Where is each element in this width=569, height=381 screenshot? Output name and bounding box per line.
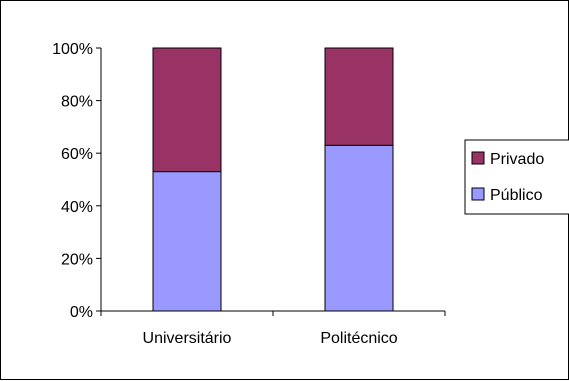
- y-tick-label: 20%: [61, 251, 93, 268]
- y-tick-label: 80%: [61, 94, 93, 111]
- y-tick-label: 0%: [70, 304, 93, 321]
- x-category-label: Universitário: [143, 330, 232, 347]
- legend: Privado Público: [464, 139, 569, 215]
- y-tick-label: 60%: [61, 146, 93, 163]
- y-tick-label: 100%: [52, 41, 93, 58]
- x-category-label: Politécnico: [320, 330, 397, 347]
- axes-group: [96, 47, 446, 316]
- bars-group: [152, 47, 394, 312]
- bar-privado-1: [324, 47, 394, 146]
- bar-privado-0: [152, 47, 222, 173]
- bar-público-1: [324, 144, 394, 312]
- bar-público-0: [152, 171, 222, 312]
- legend-label-público: Público: [490, 187, 543, 204]
- legend-swatch-privado: [471, 151, 485, 165]
- legend-label-privado: Privado: [490, 151, 544, 168]
- y-tick-labels: 0% 20% 40% 60% 80% 100%: [52, 41, 93, 321]
- x-category-labels: Universitário Politécnico: [143, 330, 398, 347]
- y-tick-label: 40%: [61, 199, 93, 216]
- legend-swatch-público: [471, 187, 485, 201]
